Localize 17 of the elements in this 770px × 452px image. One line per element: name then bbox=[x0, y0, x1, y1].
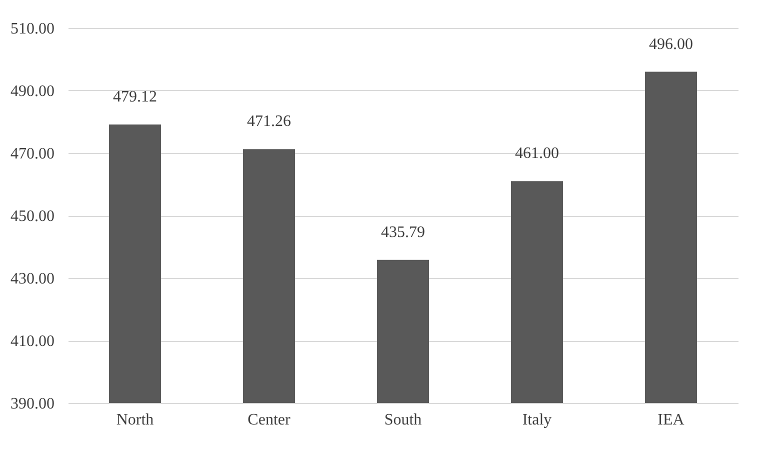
data-label: 479.12 bbox=[113, 88, 157, 106]
x-tick-label: North bbox=[116, 412, 154, 428]
y-tick-label: 450.00 bbox=[10, 208, 54, 225]
data-label: 461.00 bbox=[515, 145, 559, 162]
y-tick-label: 490.00 bbox=[10, 83, 54, 100]
y-tick-label: 510.00 bbox=[10, 20, 54, 38]
x-tick-label: IEA bbox=[658, 412, 685, 428]
x-tick-label: South bbox=[384, 412, 422, 428]
y-tick-label: 430.00 bbox=[10, 270, 54, 288]
data-label: 496.00 bbox=[649, 36, 693, 53]
x-tick-label: Center bbox=[248, 412, 291, 428]
data-label: 435.79 bbox=[381, 224, 425, 241]
y-tick-label: 390.00 bbox=[10, 396, 54, 412]
x-tick-label: Italy bbox=[522, 412, 552, 428]
data-label: 471.26 bbox=[247, 113, 291, 130]
y-tick-label: 470.00 bbox=[10, 146, 54, 162]
y-tick-label: 410.00 bbox=[10, 333, 54, 350]
